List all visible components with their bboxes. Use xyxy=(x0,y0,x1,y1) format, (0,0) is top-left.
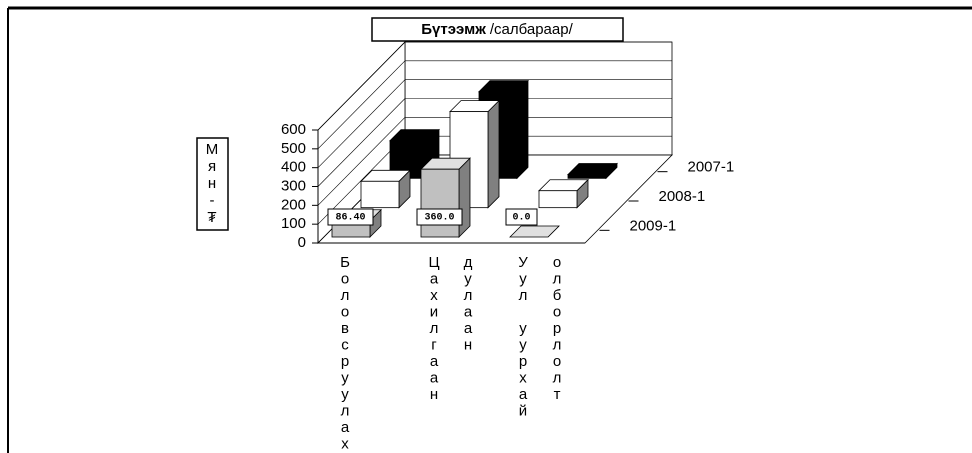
bar xyxy=(420,168,460,238)
chart-title: Бүтээмж/салбараар/ xyxy=(421,21,573,38)
category-letter: р xyxy=(341,353,349,370)
y-tick-label: 200 xyxy=(281,196,306,213)
y-tick-label: 0 xyxy=(298,234,306,251)
category-letter: с xyxy=(341,336,349,353)
category-letter: л xyxy=(553,270,562,287)
category-letter: а xyxy=(464,320,473,337)
value-label: 0.0 xyxy=(512,213,530,224)
y-label-letter: - xyxy=(210,192,215,209)
value-label: 360.0 xyxy=(424,213,454,224)
category-letter: н xyxy=(464,336,472,353)
category-letter: л xyxy=(430,320,439,337)
y-tick-label: 100 xyxy=(281,215,306,232)
category-letter: у xyxy=(519,336,527,353)
category-letter: л xyxy=(341,287,350,304)
category-letter: л xyxy=(519,287,528,304)
category-letter: х xyxy=(430,287,438,304)
category-letter: у xyxy=(464,270,472,287)
value-label-box xyxy=(327,208,374,226)
grid-line xyxy=(317,60,406,150)
title-box xyxy=(371,17,624,42)
category-letter: о xyxy=(553,303,561,320)
category-letter: л xyxy=(464,287,473,304)
category-letter: н xyxy=(430,386,438,403)
grid-line xyxy=(317,79,406,168)
category-letter: а xyxy=(519,386,528,403)
category-letter: р xyxy=(519,353,527,370)
category-letter: у xyxy=(519,270,527,287)
category-letter: о xyxy=(341,303,349,320)
depth-label: 2007-1 xyxy=(688,159,735,176)
bar-side xyxy=(516,79,529,180)
bar xyxy=(567,174,607,179)
title-text: /салбараар/ xyxy=(490,21,574,38)
category-letter: у xyxy=(519,320,527,337)
category-letter: б xyxy=(553,287,562,304)
y-label-letter: н xyxy=(208,175,216,192)
bar xyxy=(360,180,400,209)
bar-side xyxy=(487,99,500,209)
grid-line xyxy=(317,117,406,206)
category-letter: в xyxy=(341,320,349,337)
category-letter xyxy=(521,303,525,320)
category-letter: а xyxy=(430,353,439,370)
category-letter: д xyxy=(464,254,473,271)
y-tick-label: 600 xyxy=(281,121,306,138)
y-tick-label: 400 xyxy=(281,159,306,176)
value-label: 86.40 xyxy=(335,213,365,224)
y-tick-label: 500 xyxy=(281,140,306,157)
category-letter: й xyxy=(519,402,527,419)
y-label-letter: М xyxy=(206,141,219,158)
value-label-box xyxy=(505,208,538,226)
category-letter: Б xyxy=(340,254,350,271)
category-letter: о xyxy=(341,270,349,287)
y-label-letter: я xyxy=(208,158,216,175)
category-letter: Ц xyxy=(428,254,439,271)
y-label-box xyxy=(196,137,229,231)
category-letter: р xyxy=(553,320,561,337)
bar xyxy=(538,190,578,209)
grid-line xyxy=(317,98,406,187)
y-label-letter: ₮ xyxy=(207,209,216,226)
category-letter: л xyxy=(553,369,562,386)
depth-label: 2008-1 xyxy=(659,188,706,205)
category-letter: у xyxy=(341,369,349,386)
category-letter: х xyxy=(519,369,527,386)
title-bold: Бүтээмж xyxy=(421,21,486,38)
category-letter: а xyxy=(430,270,439,287)
category-letter: и xyxy=(430,303,438,320)
category-letter: г xyxy=(431,336,437,353)
grid-line xyxy=(317,41,406,131)
y-tick-label: 300 xyxy=(281,177,306,194)
category-letter: л xyxy=(553,336,562,353)
category-letter: о xyxy=(553,254,561,271)
category-letter: а xyxy=(341,419,350,436)
category-letter: о xyxy=(553,353,561,370)
value-label-box xyxy=(416,208,463,226)
category-letter: т xyxy=(554,386,561,403)
bar-top xyxy=(509,225,560,238)
category-letter: У xyxy=(518,254,528,271)
depth-label: 2009-1 xyxy=(630,217,677,234)
category-letter: у xyxy=(341,386,349,403)
category-letter: х xyxy=(341,435,349,452)
category-letter: а xyxy=(464,303,473,320)
category-letter: а xyxy=(430,369,439,386)
category-letter: л xyxy=(341,402,350,419)
